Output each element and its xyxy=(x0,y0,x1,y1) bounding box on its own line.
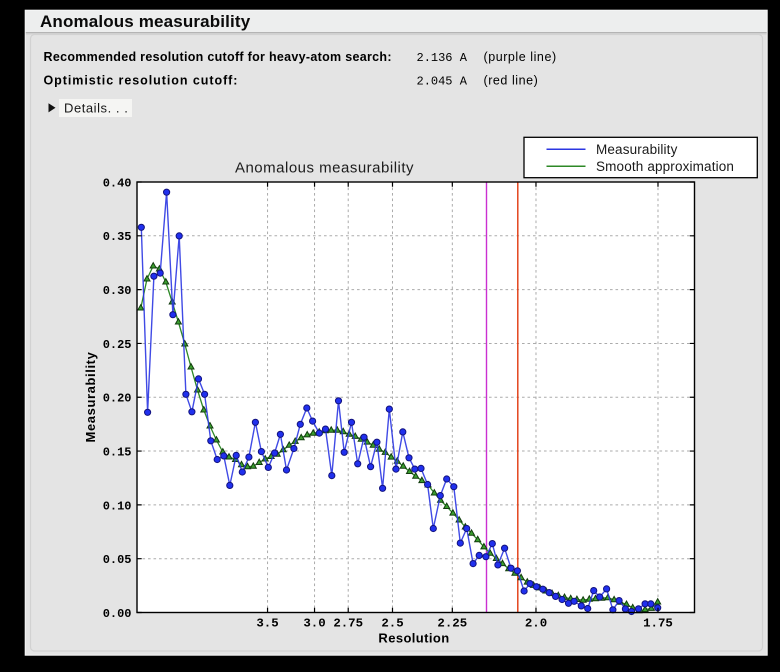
svg-text:0.40: 0.40 xyxy=(103,176,132,190)
svg-text:0.20: 0.20 xyxy=(103,392,132,406)
svg-text:(purple line): (purple line) xyxy=(484,50,557,64)
svg-text:0.05: 0.05 xyxy=(103,553,132,567)
svg-text:2.045 A: 2.045 A xyxy=(417,75,468,89)
svg-text:0.25: 0.25 xyxy=(103,338,132,352)
svg-text:3.0: 3.0 xyxy=(303,617,325,631)
svg-text:0.00: 0.00 xyxy=(103,607,132,621)
svg-text:0.10: 0.10 xyxy=(103,499,132,513)
svg-text:(red line): (red line) xyxy=(484,74,539,88)
svg-text:Recommended resolution cutoff: Recommended resolution cutoff for heavy-… xyxy=(44,50,392,64)
svg-text:2.75: 2.75 xyxy=(333,617,363,631)
svg-text:0.30: 0.30 xyxy=(103,284,132,298)
svg-text:2.136 A: 2.136 A xyxy=(417,51,468,65)
svg-text:Measurability: Measurability xyxy=(83,351,98,442)
svg-text:0.15: 0.15 xyxy=(103,446,132,460)
svg-text:Anomalous measurability: Anomalous measurability xyxy=(235,160,414,177)
svg-text:0.35: 0.35 xyxy=(103,230,132,244)
svg-text:2.0: 2.0 xyxy=(525,617,547,631)
svg-text:Smooth approximation: Smooth approximation xyxy=(596,159,734,174)
svg-text:Optimistic resolution cutoff:: Optimistic resolution cutoff: xyxy=(44,74,239,88)
svg-text:Measurability: Measurability xyxy=(596,142,678,157)
svg-text:Details. . .: Details. . . xyxy=(64,101,128,116)
svg-text:Anomalous measurability: Anomalous measurability xyxy=(40,12,251,31)
svg-text:2.5: 2.5 xyxy=(381,617,403,631)
svg-text:1.75: 1.75 xyxy=(643,617,673,631)
svg-text:Resolution: Resolution xyxy=(378,631,449,646)
svg-text:3.5: 3.5 xyxy=(256,617,278,631)
svg-text:2.25: 2.25 xyxy=(437,617,467,631)
